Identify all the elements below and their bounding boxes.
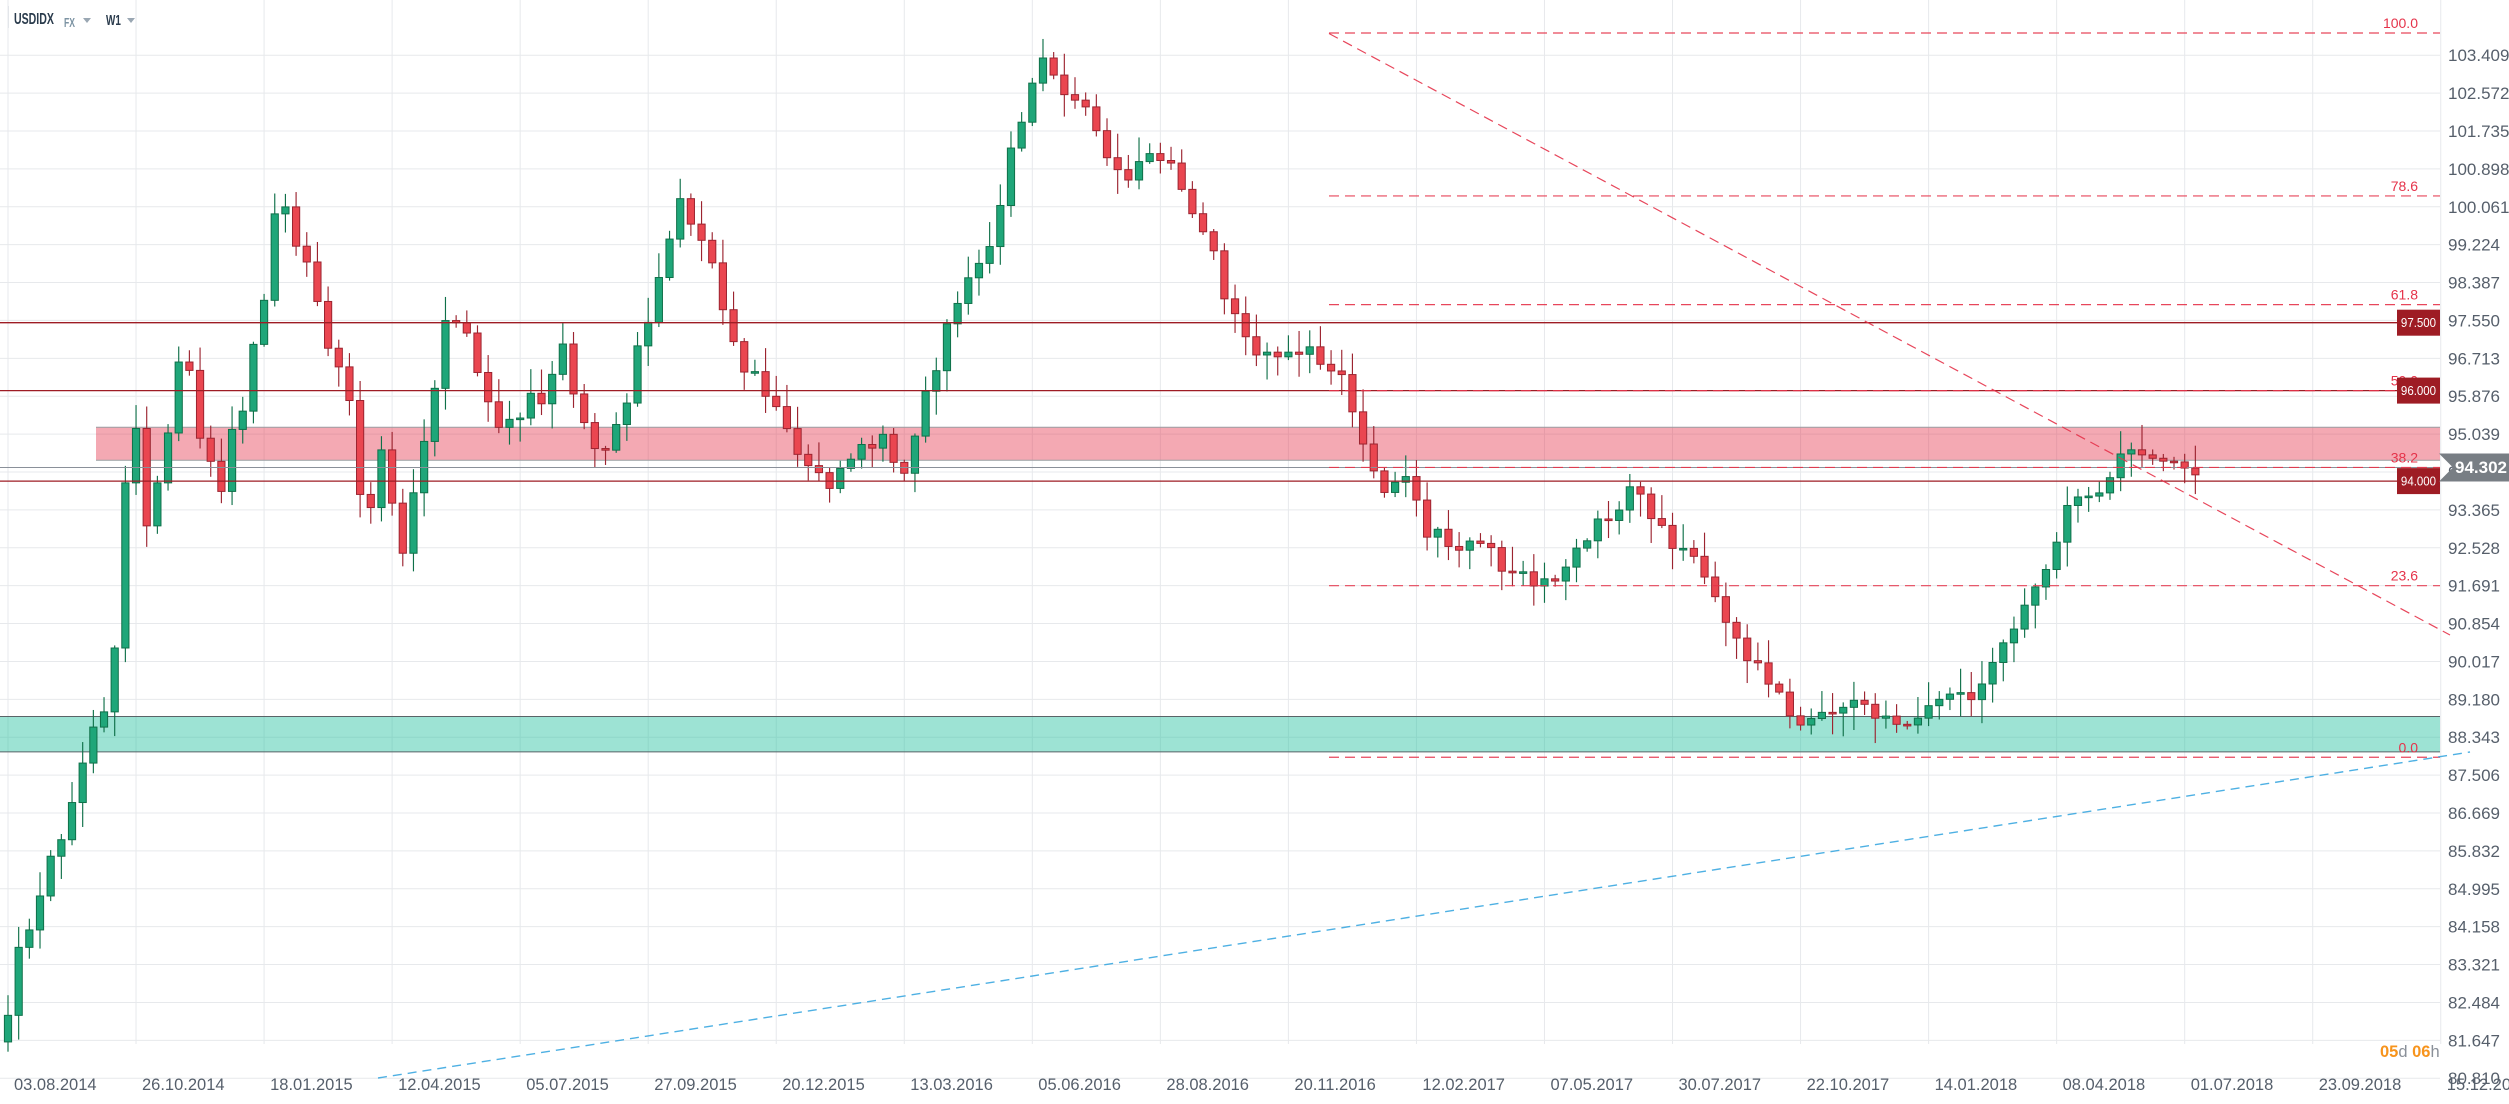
svg-text:96.713: 96.713 bbox=[2448, 349, 2500, 368]
svg-text:80.810: 80.810 bbox=[2448, 1069, 2500, 1088]
svg-text:27.09.2015: 27.09.2015 bbox=[654, 1076, 737, 1094]
svg-text:94.000: 94.000 bbox=[2401, 474, 2436, 489]
svg-text:05.06.2016: 05.06.2016 bbox=[1038, 1076, 1121, 1094]
svg-text:78.6: 78.6 bbox=[2391, 178, 2418, 194]
svg-text:85.832: 85.832 bbox=[2448, 842, 2500, 861]
svg-text:82.484: 82.484 bbox=[2448, 994, 2500, 1013]
svg-text:97.550: 97.550 bbox=[2448, 311, 2500, 330]
svg-text:95.876: 95.876 bbox=[2448, 387, 2500, 406]
svg-text:84.995: 84.995 bbox=[2448, 880, 2500, 899]
svg-text:93.365: 93.365 bbox=[2448, 501, 2500, 520]
svg-text:89.180: 89.180 bbox=[2448, 690, 2500, 709]
svg-text:20.12.2015: 20.12.2015 bbox=[782, 1076, 865, 1094]
svg-text:08.04.2018: 08.04.2018 bbox=[2063, 1076, 2146, 1094]
svg-text:90.017: 90.017 bbox=[2448, 652, 2500, 671]
svg-text:23.09.2018: 23.09.2018 bbox=[2319, 1076, 2402, 1094]
svg-text:87.506: 87.506 bbox=[2448, 766, 2500, 785]
svg-text:01.07.2018: 01.07.2018 bbox=[2191, 1076, 2274, 1094]
svg-text:90.854: 90.854 bbox=[2448, 615, 2500, 634]
svg-text:84.158: 84.158 bbox=[2448, 918, 2500, 937]
svg-text:100.898: 100.898 bbox=[2448, 160, 2509, 179]
svg-text:103.409: 103.409 bbox=[2448, 46, 2509, 65]
svg-text:100.0: 100.0 bbox=[2383, 15, 2418, 31]
svg-text:88.343: 88.343 bbox=[2448, 728, 2500, 747]
svg-text:102.572: 102.572 bbox=[2448, 84, 2509, 103]
svg-text:07.05.2017: 07.05.2017 bbox=[1551, 1076, 1634, 1094]
svg-text:0.0: 0.0 bbox=[2399, 739, 2419, 755]
svg-text:91.691: 91.691 bbox=[2448, 577, 2500, 596]
svg-text:81.647: 81.647 bbox=[2448, 1031, 2500, 1050]
svg-text:12.04.2015: 12.04.2015 bbox=[398, 1076, 481, 1094]
svg-text:98.387: 98.387 bbox=[2448, 274, 2500, 293]
svg-text:30.07.2017: 30.07.2017 bbox=[1679, 1076, 1762, 1094]
svg-text:38.2: 38.2 bbox=[2391, 450, 2418, 466]
svg-text:83.321: 83.321 bbox=[2448, 956, 2500, 975]
svg-text:94.302: 94.302 bbox=[2455, 458, 2507, 477]
svg-text:18.01.2015: 18.01.2015 bbox=[270, 1076, 353, 1094]
svg-text:96.000: 96.000 bbox=[2401, 384, 2436, 399]
svg-text:13.03.2016: 13.03.2016 bbox=[910, 1076, 993, 1094]
svg-text:28.08.2016: 28.08.2016 bbox=[1166, 1076, 1249, 1094]
svg-text:05d 06h: 05d 06h bbox=[2380, 1043, 2440, 1061]
svg-text:100.061: 100.061 bbox=[2448, 198, 2509, 217]
svg-text:05.07.2015: 05.07.2015 bbox=[526, 1076, 609, 1094]
svg-text:14.01.2018: 14.01.2018 bbox=[1935, 1076, 2018, 1094]
svg-text:97.500: 97.500 bbox=[2401, 316, 2436, 331]
svg-text:20.11.2016: 20.11.2016 bbox=[1294, 1076, 1375, 1094]
svg-text:92.528: 92.528 bbox=[2448, 539, 2500, 558]
svg-text:99.224: 99.224 bbox=[2448, 236, 2500, 255]
svg-text:12.02.2017: 12.02.2017 bbox=[1422, 1076, 1505, 1094]
svg-text:03.08.2014: 03.08.2014 bbox=[14, 1076, 97, 1094]
svg-text:23.6: 23.6 bbox=[2391, 568, 2418, 584]
svg-text:61.8: 61.8 bbox=[2391, 287, 2418, 303]
svg-text:26.10.2014: 26.10.2014 bbox=[142, 1076, 225, 1094]
svg-text:101.735: 101.735 bbox=[2448, 122, 2509, 141]
svg-text:86.669: 86.669 bbox=[2448, 804, 2500, 823]
svg-text:95.039: 95.039 bbox=[2448, 425, 2500, 444]
svg-text:22.10.2017: 22.10.2017 bbox=[1807, 1076, 1890, 1094]
